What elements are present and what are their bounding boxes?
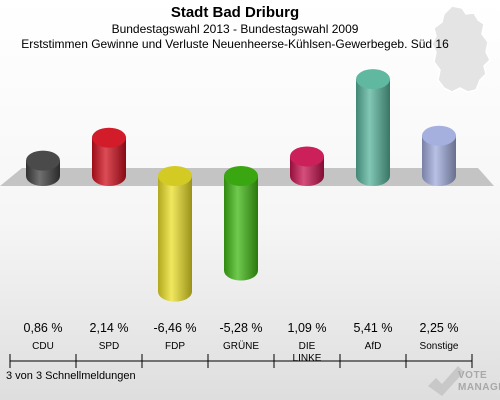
value-label: 5,41 % bbox=[354, 321, 393, 335]
bar-fdp bbox=[158, 166, 192, 302]
value-label: 0,86 % bbox=[24, 321, 63, 335]
footer-report-count: 3 von 3 Schnellmeldungen bbox=[6, 370, 136, 382]
category-label: LINKE bbox=[293, 353, 322, 364]
logo-text-manager: MANAGER bbox=[458, 382, 500, 393]
bar-afd bbox=[356, 69, 390, 186]
bar-body bbox=[224, 176, 258, 271]
vote-manager-logo: VOTE MANAGER bbox=[426, 364, 500, 400]
bar-body bbox=[356, 79, 390, 176]
chart-subtitle: Bundestagswahl 2013 - Bundestagswahl 200… bbox=[111, 22, 359, 36]
checkmark-logo-icon bbox=[428, 366, 464, 396]
value-label: 2,14 % bbox=[90, 321, 129, 335]
bar-cdu bbox=[26, 150, 60, 186]
category-label: SPD bbox=[99, 341, 120, 352]
category-label: Sonstige bbox=[420, 341, 459, 352]
bar-top-cap bbox=[290, 146, 324, 167]
bar-die-linke bbox=[290, 146, 324, 186]
value-label: -6,46 % bbox=[153, 321, 196, 335]
category-label: AfD bbox=[365, 341, 382, 352]
category-label: FDP bbox=[165, 341, 185, 352]
bar-top-cap bbox=[92, 127, 126, 148]
chart-subtitle-2: Erststimmen Gewinne und Verluste Neuenhe… bbox=[21, 37, 449, 51]
category-label: CDU bbox=[32, 341, 54, 352]
bar-top-cap bbox=[26, 150, 60, 171]
bar-spd bbox=[92, 127, 126, 186]
bar-body bbox=[158, 176, 192, 292]
bar-top-cap bbox=[422, 125, 456, 146]
bar-top-cap bbox=[158, 166, 192, 186]
value-label: 1,09 % bbox=[288, 321, 327, 335]
bar-top-cap bbox=[356, 69, 390, 90]
logo-text-vote: VOTE bbox=[458, 370, 488, 381]
value-label: 2,25 % bbox=[420, 321, 459, 335]
bar-sonstige bbox=[422, 125, 456, 186]
germany-map-icon bbox=[431, 5, 491, 93]
bar-top-cap bbox=[224, 166, 258, 186]
category-label: GRÜNE bbox=[223, 340, 259, 352]
bar-grüne bbox=[224, 166, 258, 281]
category-label: DIE bbox=[299, 341, 316, 352]
chart-title: Stadt Bad Driburg bbox=[170, 4, 300, 21]
value-label: -5,28 % bbox=[219, 321, 262, 335]
